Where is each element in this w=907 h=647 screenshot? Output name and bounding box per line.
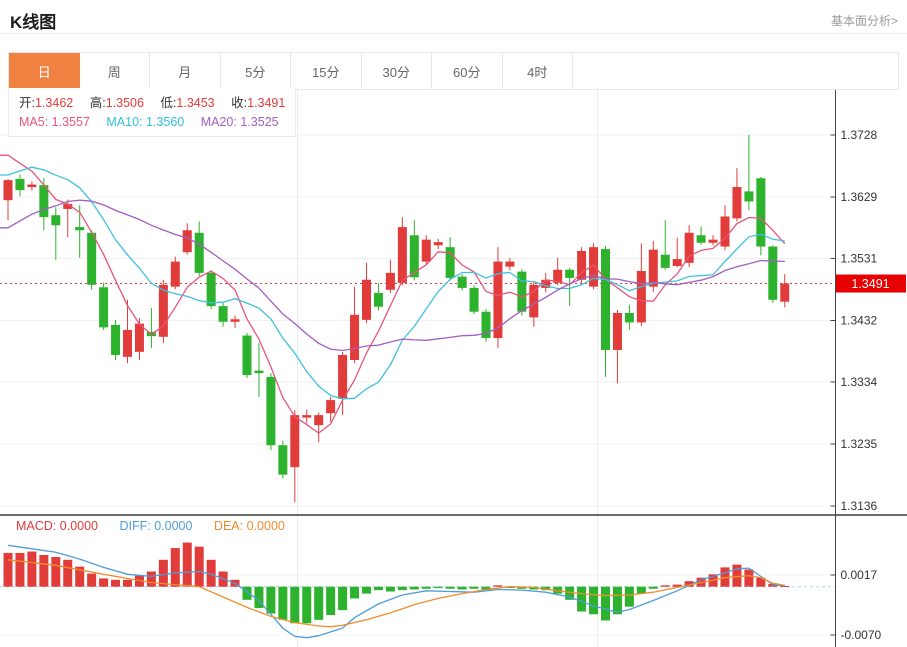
axis-tick-label: 1.3531 bbox=[841, 251, 878, 265]
high-label: 高: bbox=[89, 96, 106, 110]
axis-tick-label: 1.3136 bbox=[841, 499, 878, 513]
ohlc-ma-readout: 开:1.3462 高:1.3506 低:1.3453 收:1.3491 MA5:… bbox=[8, 88, 296, 137]
page-title: K线图 bbox=[10, 13, 57, 32]
ma10-value: 1.3560 bbox=[146, 115, 185, 129]
ma5-line bbox=[0, 154, 786, 434]
axis-tick-label: -0.0070 bbox=[841, 628, 882, 642]
current-price-badge-text: 1.3491 bbox=[851, 277, 889, 291]
axis-tick-label: 1.3432 bbox=[841, 314, 878, 328]
tab-60分[interactable]: 60分 bbox=[432, 53, 503, 89]
tab-bar-filler bbox=[573, 53, 898, 89]
tab-5分[interactable]: 5分 bbox=[220, 53, 291, 89]
diff-value: 0.0000 bbox=[154, 519, 193, 533]
macd-value: 0.0000 bbox=[59, 519, 98, 533]
macd-legend: MACD: 0.0000 DIFF: 0.0000 DEA: 0.0000 bbox=[16, 519, 285, 533]
dea-value: 0.0000 bbox=[246, 519, 285, 533]
axis-tick-label: 0.0017 bbox=[841, 568, 878, 582]
candles-group bbox=[3, 135, 790, 503]
high-value: 1.3506 bbox=[105, 96, 144, 110]
fundamental-analysis-link[interactable]: 基本面分析> bbox=[830, 14, 898, 28]
macd-label: MACD: bbox=[16, 519, 57, 533]
ma20-label: MA20: bbox=[200, 115, 237, 129]
open-value: 1.3462 bbox=[34, 96, 74, 110]
ma5-label: MA5: bbox=[19, 115, 49, 129]
ma5-value: 1.3557 bbox=[51, 115, 90, 129]
diff-line bbox=[7, 544, 785, 639]
tab-15分[interactable]: 15分 bbox=[291, 53, 362, 89]
dea-label: DEA: bbox=[213, 519, 244, 533]
low-value: 1.3453 bbox=[176, 96, 215, 110]
ma10-label: MA10: bbox=[106, 115, 143, 129]
timeframe-tab-bar: 日周月 5分 15分 30分 60分 4时 bbox=[8, 52, 899, 90]
axis-tick-label: 1.3629 bbox=[841, 190, 878, 204]
diff-label: DIFF: bbox=[119, 519, 151, 533]
tab-30分[interactable]: 30分 bbox=[361, 53, 432, 89]
tab-日[interactable]: 日 bbox=[9, 53, 80, 89]
tab-月[interactable]: 月 bbox=[150, 53, 221, 89]
dea-line bbox=[7, 559, 785, 628]
title-separator bbox=[0, 33, 907, 34]
ma20-line bbox=[0, 199, 785, 352]
ma10-line bbox=[0, 166, 785, 400]
close-label: 收: bbox=[231, 96, 248, 110]
kline-chart-canvas[interactable]: 1.3728 1.3629 1.3531 1.3432 1.3334 1.3235 1.31… bbox=[0, 90, 907, 647]
ohlc-row: 开:1.3462 高:1.3506 低:1.3453 收:1.3491 bbox=[19, 94, 295, 113]
kline-chart[interactable]: 1.3728 1.3629 1.3531 1.3432 1.3334 1.3235 1.31… bbox=[0, 90, 907, 647]
low-label: 低: bbox=[160, 96, 177, 110]
tab-周[interactable]: 周 bbox=[79, 53, 150, 89]
ma20-value: 1.3525 bbox=[240, 115, 279, 129]
current-price-badge bbox=[836, 274, 906, 293]
close-value: 1.3491 bbox=[247, 96, 286, 110]
tab-4时[interactable]: 4时 bbox=[502, 53, 573, 89]
ma-row: MA5: 1.3557 MA10: 1.3560 MA20: 1.3525 bbox=[19, 113, 295, 132]
axis-tick-label: 1.3728 bbox=[841, 128, 878, 142]
axis-tick-label: 1.3334 bbox=[841, 375, 878, 389]
open-label: 开: bbox=[19, 96, 35, 110]
axis-tick-label: 1.3235 bbox=[841, 437, 878, 451]
